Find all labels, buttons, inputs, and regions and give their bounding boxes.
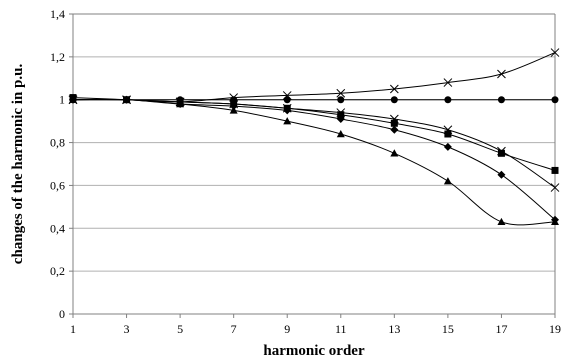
x-tick-label: 19 xyxy=(549,322,561,336)
x-tick-label: 15 xyxy=(442,322,454,336)
series-6 xyxy=(69,95,559,226)
series-3 xyxy=(69,94,559,174)
x-axis-title: harmonic order xyxy=(263,343,365,358)
data-point xyxy=(443,142,452,151)
x-tick-label: 1 xyxy=(70,322,76,336)
series-2 xyxy=(69,96,559,104)
axes xyxy=(69,13,556,318)
data-point xyxy=(176,100,185,108)
y-tick-label: 0,2 xyxy=(50,264,65,278)
data-point xyxy=(497,69,506,79)
x-tick-label: 11 xyxy=(335,322,347,336)
data-point xyxy=(336,115,345,123)
data-point xyxy=(336,130,345,138)
data-point xyxy=(229,102,238,111)
data-point xyxy=(283,96,291,104)
data-point xyxy=(390,125,399,134)
series-5 xyxy=(69,95,559,224)
tick-labels: 00,20,40,60,811,21,41 3 5 7 9 11 13 15 17 19 xyxy=(50,7,561,336)
data-point xyxy=(336,108,346,117)
series-4 xyxy=(68,95,560,192)
x-tick-label: 9 xyxy=(284,322,290,336)
data-point xyxy=(551,217,559,226)
x-tick-label: 3 xyxy=(124,322,130,336)
x-tick-label: 17 xyxy=(495,322,507,336)
data-point xyxy=(497,217,506,226)
data-point xyxy=(443,125,453,135)
series-line xyxy=(72,98,556,226)
y-tick-label: 1,4 xyxy=(50,7,65,21)
data-point xyxy=(283,117,292,125)
data-point xyxy=(550,183,560,192)
data-point xyxy=(443,177,452,185)
y-axis-title: changes of the harmonic in p.u. xyxy=(10,64,26,265)
y-tick-label: 0 xyxy=(59,307,65,321)
series-group xyxy=(68,48,560,226)
y-tick-label: 1,2 xyxy=(50,50,65,64)
y-tick-label: 0,6 xyxy=(50,178,65,192)
x-tick-label: 7 xyxy=(231,322,237,336)
series-line xyxy=(72,98,556,221)
data-point xyxy=(69,95,77,103)
data-point xyxy=(497,149,505,157)
data-point xyxy=(390,96,398,104)
data-point xyxy=(337,111,345,119)
data-point xyxy=(497,96,505,104)
data-point xyxy=(389,84,399,94)
data-point xyxy=(444,130,452,138)
data-point xyxy=(443,78,453,87)
series-line xyxy=(72,97,556,171)
data-point xyxy=(444,96,452,104)
series-line xyxy=(72,99,556,188)
data-point xyxy=(229,106,238,114)
data-point xyxy=(550,48,560,57)
data-point xyxy=(122,95,131,103)
data-point xyxy=(389,114,399,124)
data-point xyxy=(497,170,506,179)
data-point xyxy=(390,119,398,127)
y-tick-label: 0,8 xyxy=(50,136,65,150)
data-point xyxy=(551,96,559,104)
data-point xyxy=(337,96,345,104)
data-point xyxy=(336,88,346,98)
y-tick-label: 0,4 xyxy=(50,221,65,235)
data-point xyxy=(551,166,559,174)
x-tick-label: 5 xyxy=(177,322,183,336)
y-tick-label: 1 xyxy=(59,93,65,107)
series-line xyxy=(72,52,556,103)
x-tick-label: 13 xyxy=(388,322,400,336)
data-point xyxy=(283,106,292,115)
data-point xyxy=(390,149,399,157)
data-point xyxy=(497,146,506,156)
